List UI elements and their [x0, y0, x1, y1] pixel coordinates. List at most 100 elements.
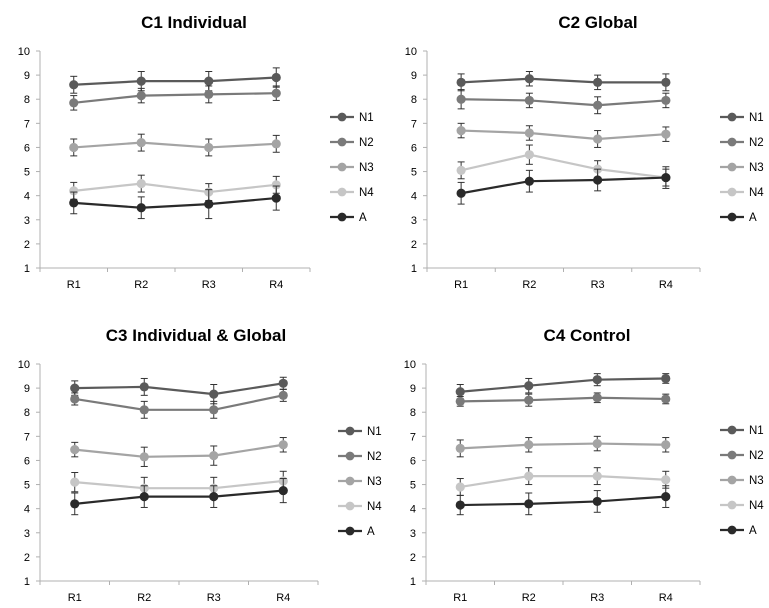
legend-swatch-marker	[727, 425, 737, 435]
y-tick-label: 4	[24, 191, 30, 203]
x-tick-label: R4	[659, 279, 673, 291]
x-tick-label: R3	[591, 279, 605, 291]
data-point-n4	[455, 482, 465, 492]
data-point-n2	[524, 395, 534, 405]
y-tick-label: 2	[24, 552, 30, 564]
data-point-a	[455, 500, 465, 510]
data-point-n2	[661, 95, 671, 106]
data-point-n3	[139, 452, 149, 462]
series-line-n2	[73, 92, 277, 104]
data-point-a	[209, 492, 219, 502]
data-point-n2	[592, 393, 602, 403]
legend-label: N1	[367, 426, 382, 438]
y-tick-label: 4	[410, 504, 416, 516]
data-point-n3	[70, 444, 80, 455]
data-point-n4	[592, 471, 602, 481]
legend-swatch-marker	[727, 187, 737, 197]
series-line-n1	[461, 77, 666, 84]
data-point-n2	[278, 390, 288, 400]
x-tick-label: R2	[137, 592, 151, 603]
x-tick-label: R1	[68, 592, 82, 603]
legend-label: N4	[359, 187, 374, 199]
y-tick-label: 5	[411, 167, 417, 179]
data-point-n2	[70, 394, 80, 404]
x-tick-label: R1	[453, 592, 467, 603]
legend-swatch-marker	[337, 137, 347, 147]
legend-swatch-marker	[727, 525, 737, 535]
y-tick-label: 8	[24, 407, 30, 419]
y-tick-label: 9	[410, 383, 416, 395]
series-line-n2	[460, 396, 666, 403]
data-point-n1	[592, 375, 602, 385]
x-tick-label: R4	[276, 592, 290, 603]
data-point-n2	[69, 98, 79, 108]
legend-label: A	[749, 525, 757, 537]
series-line-n3	[460, 442, 666, 450]
chart-panel-c2: C2 Global 1 2 3 4 5 6 7 8 9 10 R1 R2 R3 R4 N1 N2 N3 N4 A	[405, 13, 765, 291]
y-tick-label: 2	[24, 239, 30, 251]
data-point-n2	[593, 100, 603, 110]
y-tick-label: 8	[411, 94, 417, 106]
y-tick-label: 9	[24, 383, 30, 395]
series-line-n2	[74, 394, 284, 411]
legend-label: N1	[749, 425, 764, 437]
series-line-n3	[73, 141, 277, 149]
data-point-n1	[271, 72, 281, 83]
x-tick-label: R1	[67, 279, 81, 291]
x-tick-label: R4	[269, 279, 283, 291]
y-tick-label: 9	[24, 70, 30, 82]
data-point-n1	[456, 77, 466, 87]
data-point-n3	[593, 134, 603, 144]
legend-label: N2	[749, 450, 764, 462]
legend-swatch-marker	[727, 137, 737, 147]
data-point-n4	[456, 165, 466, 175]
data-point-a	[69, 198, 79, 208]
data-point-n3	[524, 128, 534, 138]
y-tick-label: 10	[18, 46, 30, 58]
data-point-a	[70, 499, 80, 509]
x-tick-label: R1	[454, 279, 468, 291]
y-tick-label: 1	[24, 576, 30, 588]
y-tick-label: 8	[24, 94, 30, 106]
legend-swatch-marker	[345, 526, 355, 536]
data-point-n2	[209, 405, 219, 415]
legend-label: N3	[749, 475, 764, 487]
chart-panel-c1: C1 Individual 1 2 3 4 5 6 7 8 9 10 R1 R2 R3 R4 N1 N2 N3 N4…	[18, 13, 375, 291]
data-point-a	[278, 485, 288, 496]
data-point-n4	[524, 471, 534, 481]
data-point-n1	[70, 383, 80, 393]
x-tick-label: R3	[202, 279, 216, 291]
chart-title: C4 Control	[544, 326, 631, 345]
legend-swatch-marker	[727, 112, 737, 122]
legend-label: A	[359, 212, 367, 224]
data-point-a	[204, 199, 214, 209]
series-line-n1	[73, 76, 277, 86]
y-tick-label: 6	[24, 142, 30, 154]
y-tick-label: 3	[410, 528, 416, 540]
data-point-n2	[524, 95, 534, 106]
y-tick-label: 10	[18, 359, 30, 371]
data-point-n3	[661, 440, 671, 450]
y-tick-label: 7	[411, 118, 417, 130]
legend-label: N1	[359, 112, 374, 124]
data-point-n4	[70, 477, 80, 487]
y-tick-label: 2	[410, 552, 416, 564]
data-point-n3	[69, 142, 79, 153]
data-point-n2	[204, 89, 214, 99]
y-tick-label: 6	[410, 455, 416, 467]
chart-panel-c4: C4 Control 1 2 3 4 5 6 7 8 9 10 R1 R2 R3 R4 N1 N2 N3 N4 A	[404, 326, 765, 604]
series-line-n4	[74, 479, 284, 490]
y-tick-label: 3	[24, 528, 30, 540]
x-tick-label: R3	[207, 592, 221, 603]
data-point-n1	[278, 378, 288, 388]
y-tick-label: 1	[24, 263, 30, 275]
data-point-n4	[136, 179, 146, 189]
series-line-a	[74, 489, 284, 505]
series-line-n4	[460, 153, 667, 179]
chart-title: C2 Global	[558, 13, 637, 32]
data-point-a	[592, 496, 602, 507]
y-tick-label: 1	[410, 576, 416, 588]
series-line-a	[460, 495, 666, 507]
data-point-a	[661, 172, 671, 183]
